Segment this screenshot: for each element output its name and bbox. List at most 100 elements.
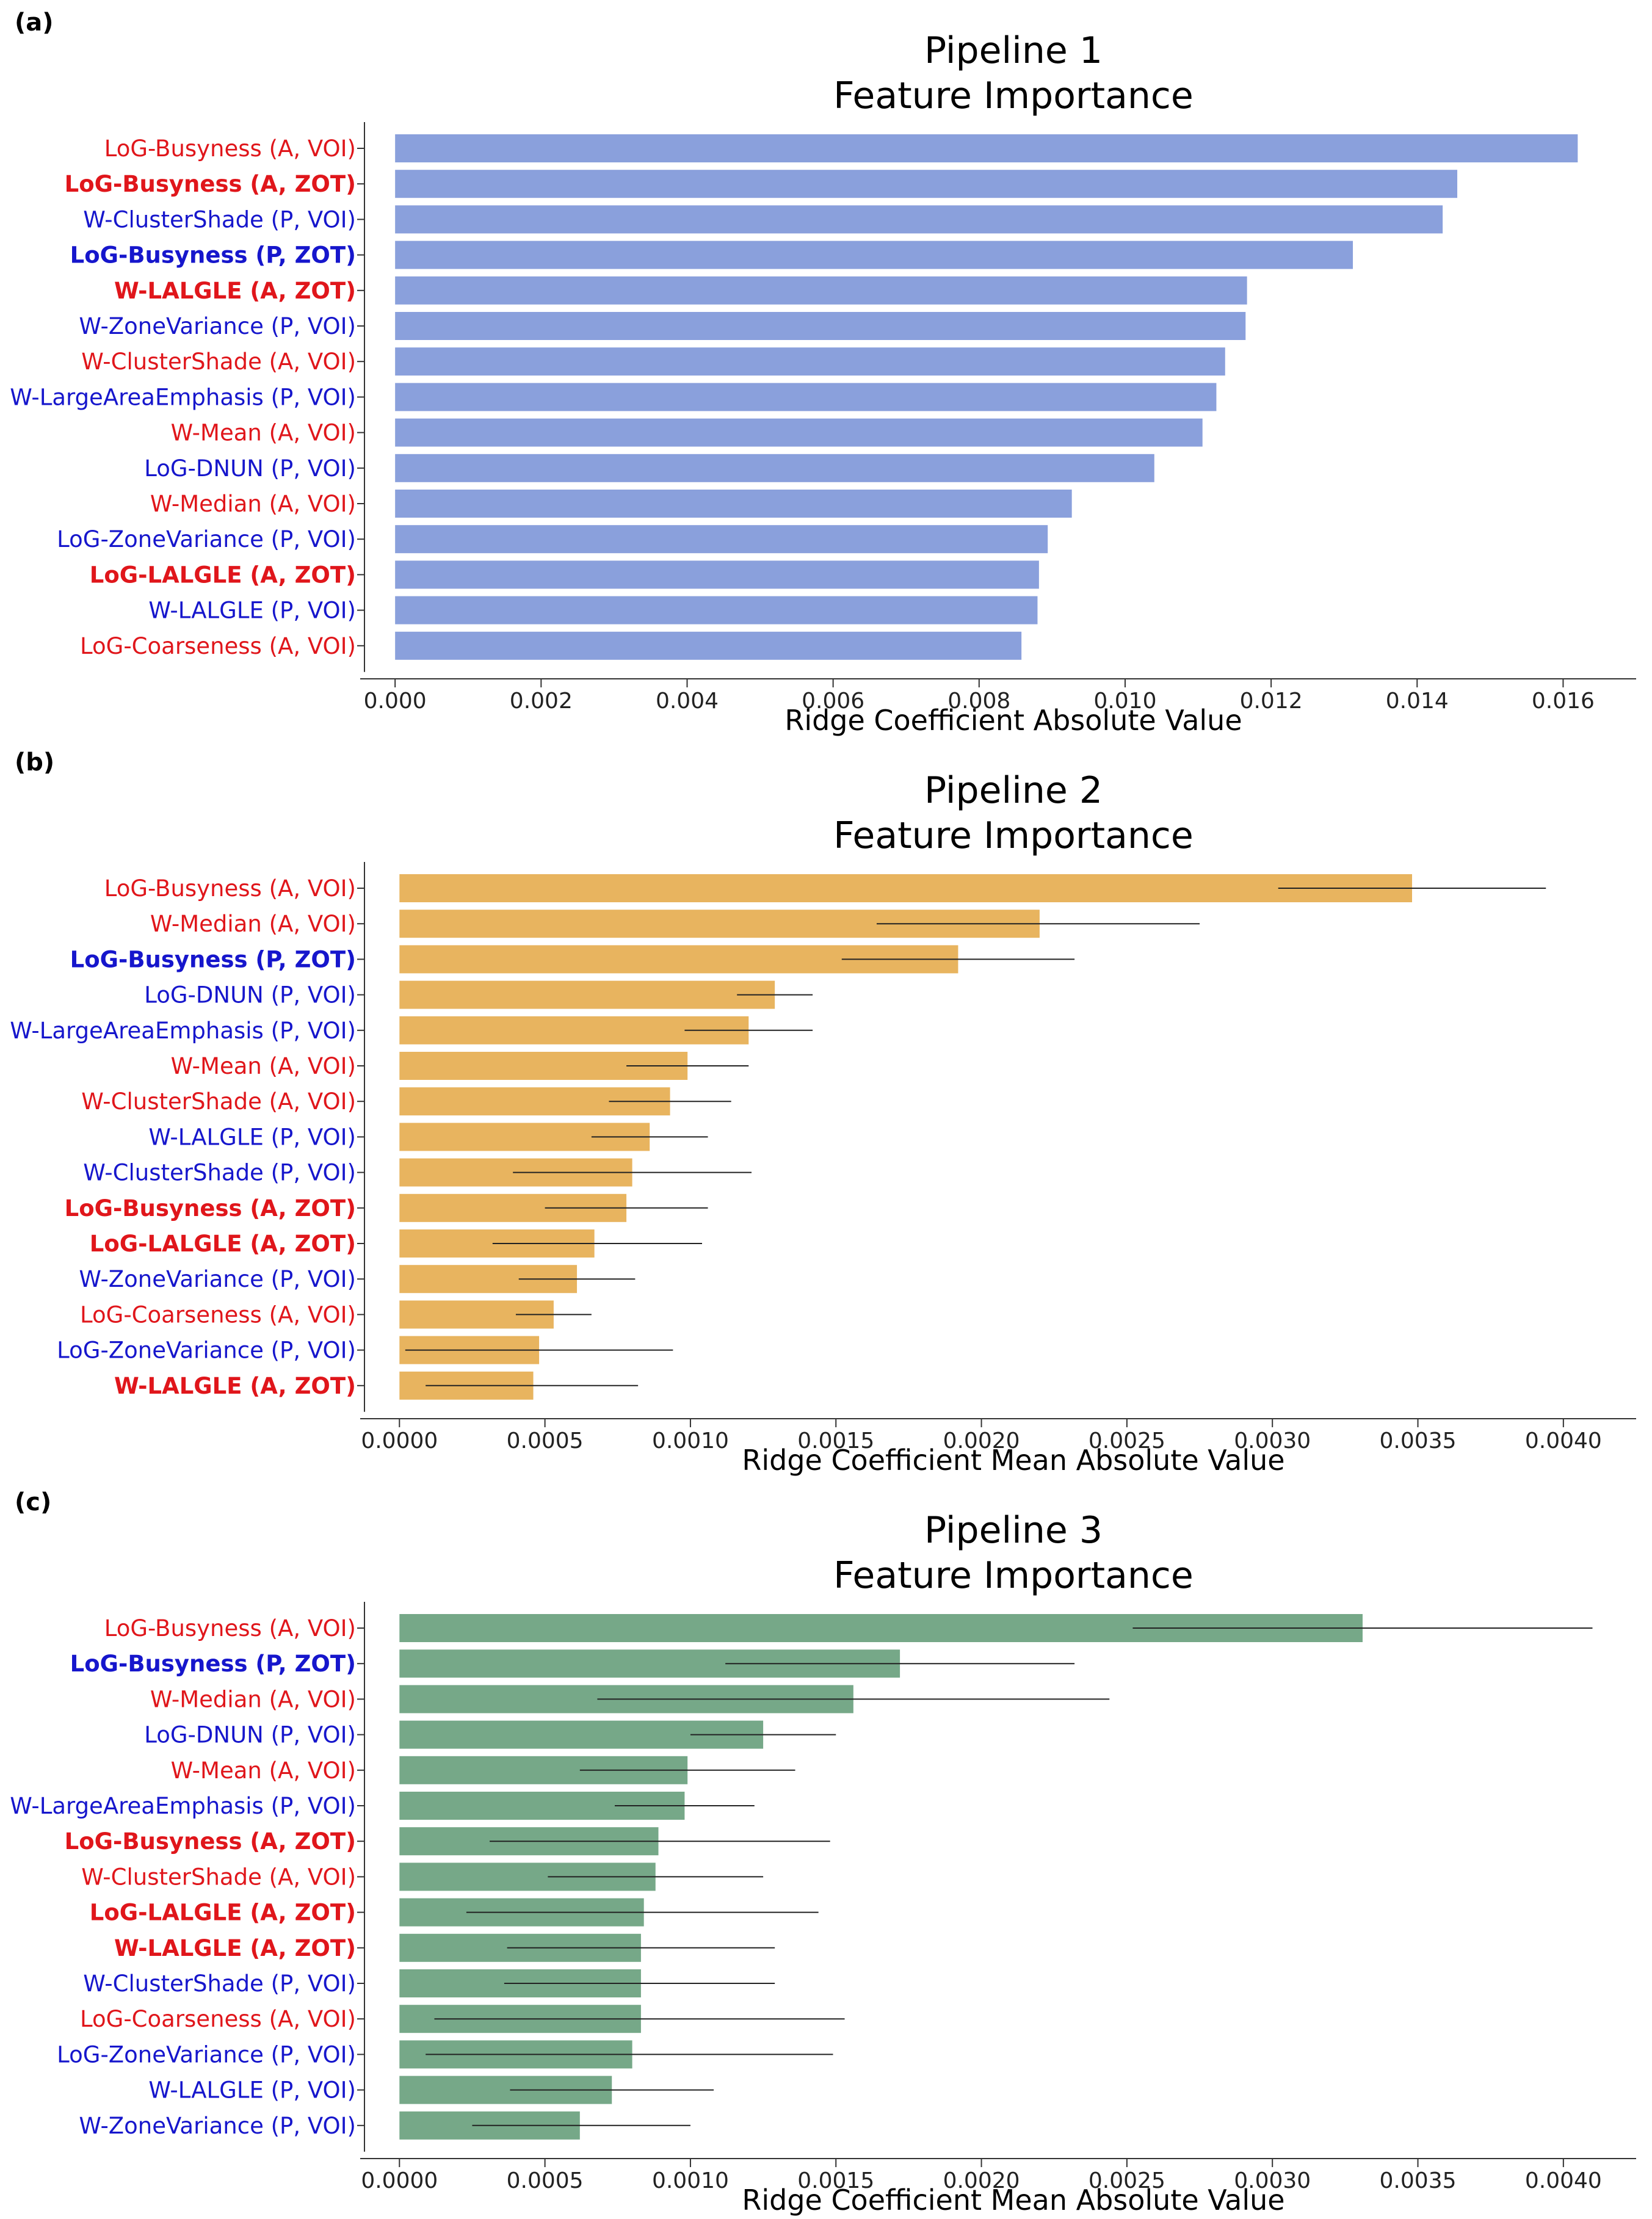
bar-chart-plot: LoG-Busyness (A, VOI) LoG-Busyness (A, ZO…: [10, 122, 1636, 714]
category-label: W-ClusterShade (A, VOI): [81, 1864, 356, 1890]
bar: [395, 383, 1217, 411]
x-tick-label: 0.0035: [1380, 2168, 1457, 2193]
x-tick-label: 0.000: [364, 689, 427, 714]
category-label: W-LALGLE (P, VOI): [148, 2077, 356, 2104]
category-label: W-LALGLE (A, ZOT): [114, 1935, 356, 1961]
bar: [395, 347, 1225, 376]
category-label: LoG-LALGLE (A, ZOT): [90, 1231, 356, 1257]
category-label: LoG-Busyness (P, ZOT): [70, 1651, 356, 1677]
category-label: W-ZoneVariance (P, VOI): [79, 2113, 356, 2139]
x-tick-label: 0.012: [1240, 689, 1303, 714]
x-tick-label: 0.0025: [1089, 1428, 1165, 1453]
bar: [395, 631, 1022, 660]
panel-label: (a): [15, 9, 54, 37]
category-label: LoG-Busyness (A, VOI): [104, 875, 356, 902]
x-tick-label: 0.0010: [652, 1428, 729, 1453]
bar: [395, 312, 1246, 340]
x-tick-label: 0.016: [1532, 689, 1595, 714]
category-label: W-ClusterShade (P, VOI): [83, 1971, 356, 1997]
x-tick-label: 0.0040: [1525, 2168, 1602, 2193]
bar: [399, 980, 775, 1009]
x-tick-label: 0.014: [1386, 689, 1449, 714]
bar-chart-plot: LoG-Busyness (A, VOI) LoG-Busyness (P, ZO…: [10, 1602, 1636, 2193]
bar: [395, 596, 1038, 624]
x-axis-label: Ridge Coefficient Mean Absolute Value: [742, 1444, 1285, 1477]
category-label: W-Median (A, VOI): [150, 1686, 356, 1712]
category-label: W-ClusterShade (A, VOI): [81, 1088, 356, 1115]
x-tick-label: 0.010: [1093, 689, 1156, 714]
category-label: W-LALGLE (A, ZOT): [114, 1373, 356, 1399]
x-tick-label: 0.0015: [797, 1428, 874, 1453]
category-label: LoG-Busyness (A, ZOT): [65, 171, 356, 197]
x-tick-label: 0.0000: [361, 2168, 438, 2193]
x-axis-label: Ridge Coefficient Absolute Value: [784, 704, 1242, 737]
chart-title: Pipeline 1 Feature Importance: [391, 28, 1636, 118]
x-tick-label: 0.0040: [1525, 1428, 1602, 1453]
bar: [395, 205, 1443, 234]
chart-panel-c: (c) Pipeline 3 Feature Importance LoG-Bu…: [0, 1480, 1652, 2219]
x-tick-label: 0.0005: [507, 1428, 584, 1453]
chart-title-line2: Feature Importance: [833, 1554, 1194, 1597]
category-label: W-Median (A, VOI): [150, 491, 356, 517]
bar: [395, 170, 1458, 198]
x-tick-label: 0.006: [802, 689, 864, 714]
category-label: W-ClusterShade (P, VOI): [83, 1160, 356, 1186]
x-tick-label: 0.0020: [943, 1428, 1020, 1453]
category-label: LoG-Busyness (P, ZOT): [70, 946, 356, 972]
chart-title-line2: Feature Importance: [833, 814, 1194, 857]
category-label: W-Mean (A, VOI): [171, 1757, 356, 1784]
x-axis-label: Ridge Coefficient Mean Absolute Value: [742, 2184, 1285, 2217]
bar: [395, 241, 1353, 269]
bar: [399, 874, 1412, 902]
x-tick-label: 0.008: [947, 689, 1010, 714]
category-label: W-ZoneVariance (P, VOI): [79, 313, 356, 339]
chart-title-line1: Pipeline 3: [924, 1509, 1103, 1552]
x-tick-label: 0.0030: [1234, 2168, 1311, 2193]
category-label: LoG-Busyness (P, ZOT): [70, 242, 356, 269]
category-label: LoG-ZoneVariance (P, VOI): [57, 2041, 356, 2068]
x-tick-label: 0.0030: [1234, 1428, 1311, 1453]
x-tick-label: 0.0010: [652, 2168, 729, 2193]
x-tick-label: 0.0035: [1380, 1428, 1457, 1453]
category-label: LoG-Busyness (A, ZOT): [65, 1195, 356, 1222]
chart-title-line2: Feature Importance: [833, 74, 1194, 117]
bar: [395, 276, 1247, 305]
x-tick-label: 0.0020: [943, 2168, 1020, 2193]
chart-panel-a: (a) Pipeline 1 Feature Importance LoG-Bu…: [0, 0, 1652, 740]
chart-title: Pipeline 2 Feature Importance: [391, 768, 1636, 858]
category-label: LoG-ZoneVariance (P, VOI): [57, 1338, 356, 1364]
bar: [395, 525, 1048, 554]
category-label: W-LALGLE (P, VOI): [148, 598, 356, 624]
category-label: W-LargeAreaEmphasis (P, VOI): [10, 1793, 356, 1819]
category-label: W-LALGLE (A, ZOT): [114, 278, 356, 304]
bar: [395, 418, 1203, 447]
category-label: LoG-LALGLE (A, ZOT): [90, 1900, 356, 1926]
chart-panel-b: (b) Pipeline 2 Feature Importance LoG-Bu…: [0, 740, 1652, 1480]
category-label: LoG-Busyness (A, VOI): [104, 1615, 356, 1642]
category-label: LoG-Coarseness (A, VOI): [80, 1301, 356, 1328]
category-label: W-LargeAreaEmphasis (P, VOI): [10, 1018, 356, 1044]
category-label: W-Mean (A, VOI): [171, 1053, 356, 1079]
category-label: LoG-Busyness (A, ZOT): [65, 1828, 356, 1855]
category-label: LoG-Coarseness (A, VOI): [80, 2006, 356, 2032]
bar: [395, 560, 1039, 589]
x-tick-label: 0.0000: [361, 1428, 438, 1453]
x-tick-label: 0.0015: [797, 2168, 874, 2193]
bar: [395, 134, 1578, 162]
bar-chart-plot: LoG-Busyness (A, VOI) W-Median (A, VOI) Lo…: [10, 862, 1636, 1453]
x-tick-label: 0.002: [510, 689, 573, 714]
category-label: W-ClusterShade (P, VOI): [83, 206, 356, 233]
category-label: W-ZoneVariance (P, VOI): [79, 1266, 356, 1292]
category-label: W-LALGLE (P, VOI): [148, 1124, 356, 1150]
category-label: LoG-DNUN (P, VOI): [144, 982, 356, 1008]
bar: [395, 490, 1072, 518]
chart-title-line1: Pipeline 2: [924, 769, 1103, 812]
category-label: LoG-ZoneVariance (P, VOI): [57, 526, 356, 552]
category-label: W-Mean (A, VOI): [171, 420, 356, 446]
category-label: LoG-Busyness (A, VOI): [104, 136, 356, 162]
chart-title: Pipeline 3 Feature Importance: [391, 1508, 1636, 1598]
x-tick-label: 0.0005: [507, 2168, 584, 2193]
category-label: W-LargeAreaEmphasis (P, VOI): [10, 384, 356, 410]
category-label: W-ClusterShade (A, VOI): [81, 349, 356, 375]
category-label: LoG-LALGLE (A, ZOT): [90, 562, 356, 588]
